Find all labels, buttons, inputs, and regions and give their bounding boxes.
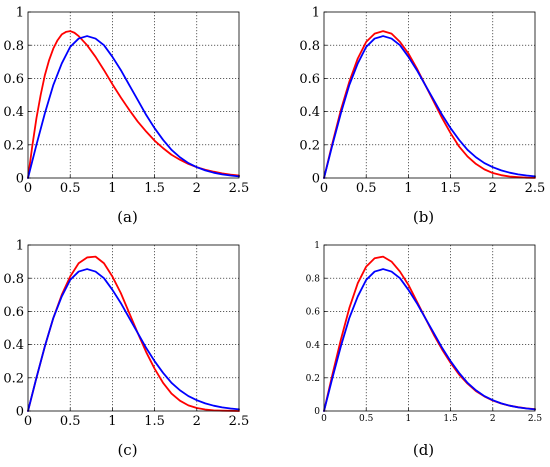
x-tick-label: 1 (108, 414, 116, 429)
blue-curve (27, 35, 240, 179)
x-tick-label: 2.5 (229, 414, 250, 429)
y-tick-label: 0.8 (306, 274, 321, 284)
y-tick-label: 1 (16, 6, 24, 21)
y-tick-label: 0.8 (3, 272, 24, 287)
subplot-b: 0 0.5 1 1.5 2 2.500.20.40.60.81(b) (299, 6, 545, 226)
blue-curve (323, 268, 536, 412)
x-tick-label: 0.5 (60, 414, 81, 429)
y-tick-label: 0.6 (3, 72, 24, 87)
y-tick-label: 0.6 (299, 72, 320, 87)
y-tick-label: 0.2 (306, 374, 320, 384)
x-tick-label: 2 (193, 414, 201, 429)
x-tick-label: 1 (404, 181, 412, 196)
x-tick-label: 2 (489, 181, 497, 196)
axes-box (27, 244, 240, 412)
y-tick-label: 0 (312, 172, 320, 187)
x-tick-label: 2 (193, 181, 201, 196)
axes-box (323, 11, 536, 179)
plot-area (28, 245, 239, 411)
x-tick-label: 0 (321, 414, 327, 424)
x-tick-label: 1 (108, 181, 116, 196)
blue-curve (27, 268, 240, 412)
y-tick-label: 0.2 (3, 371, 24, 386)
x-tick-label: 0 (24, 414, 32, 429)
x-tick-label: 2.5 (525, 181, 546, 196)
x-tick-label: 1 (406, 414, 412, 424)
axes-box (27, 11, 240, 179)
y-tick-label: 0.4 (3, 338, 24, 353)
y-tick-label: 1 (16, 239, 24, 254)
x-tick-label: 2.5 (528, 414, 543, 424)
x-tick-label: 2 (490, 414, 496, 424)
y-tick-label: 1 (312, 6, 320, 21)
y-tick-label: 1 (314, 241, 320, 251)
axes-box (323, 244, 536, 412)
y-tick-label: 0.6 (306, 308, 321, 318)
y-tick-label: 0.4 (299, 105, 320, 120)
x-tick-label: 1.5 (443, 414, 458, 424)
x-tick-label: 0.5 (359, 414, 374, 424)
y-tick-label: 0.8 (299, 39, 320, 54)
subplot-c: 0 0.5 1 1.5 2 2.500.20.40.60.81(c) (3, 239, 249, 459)
y-tick-label: 0.2 (3, 138, 24, 153)
y-tick-label: 0 (16, 172, 24, 187)
x-tick-label: 1.5 (440, 181, 461, 196)
x-tick-label: 0.5 (60, 181, 81, 196)
y-tick-label: 0.4 (306, 341, 321, 351)
y-tick-label: 0.8 (3, 39, 24, 54)
plot-area (28, 12, 239, 178)
blue-curve (323, 35, 536, 179)
subplot-caption: (c) (117, 441, 137, 459)
y-tick-label: 0.4 (3, 105, 24, 120)
y-tick-label: 0 (314, 407, 320, 417)
subplot-a: 0 0.5 1 1.5 2 2.500.20.40.60.81(a) (3, 6, 249, 226)
x-tick-label: 1.5 (144, 181, 165, 196)
subplot-caption: (d) (413, 441, 434, 459)
subplot-caption: (b) (413, 208, 434, 226)
x-tick-label: 2.5 (229, 181, 250, 196)
x-tick-label: 1.5 (144, 414, 165, 429)
subplot-d: 0 0.5 1 1.5 2 2.5 0 0.2 0.4 0.6 0.8 1 (d) (306, 241, 543, 459)
y-tick-label: 0 (16, 405, 24, 420)
y-tick-label: 0.2 (299, 138, 320, 153)
x-tick-label: 0 (320, 181, 328, 196)
subplot-caption: (a) (117, 208, 138, 226)
x-tick-label: 0 (24, 181, 32, 196)
y-tick-label: 0.6 (3, 305, 24, 320)
x-tick-label: 0.5 (356, 181, 377, 196)
